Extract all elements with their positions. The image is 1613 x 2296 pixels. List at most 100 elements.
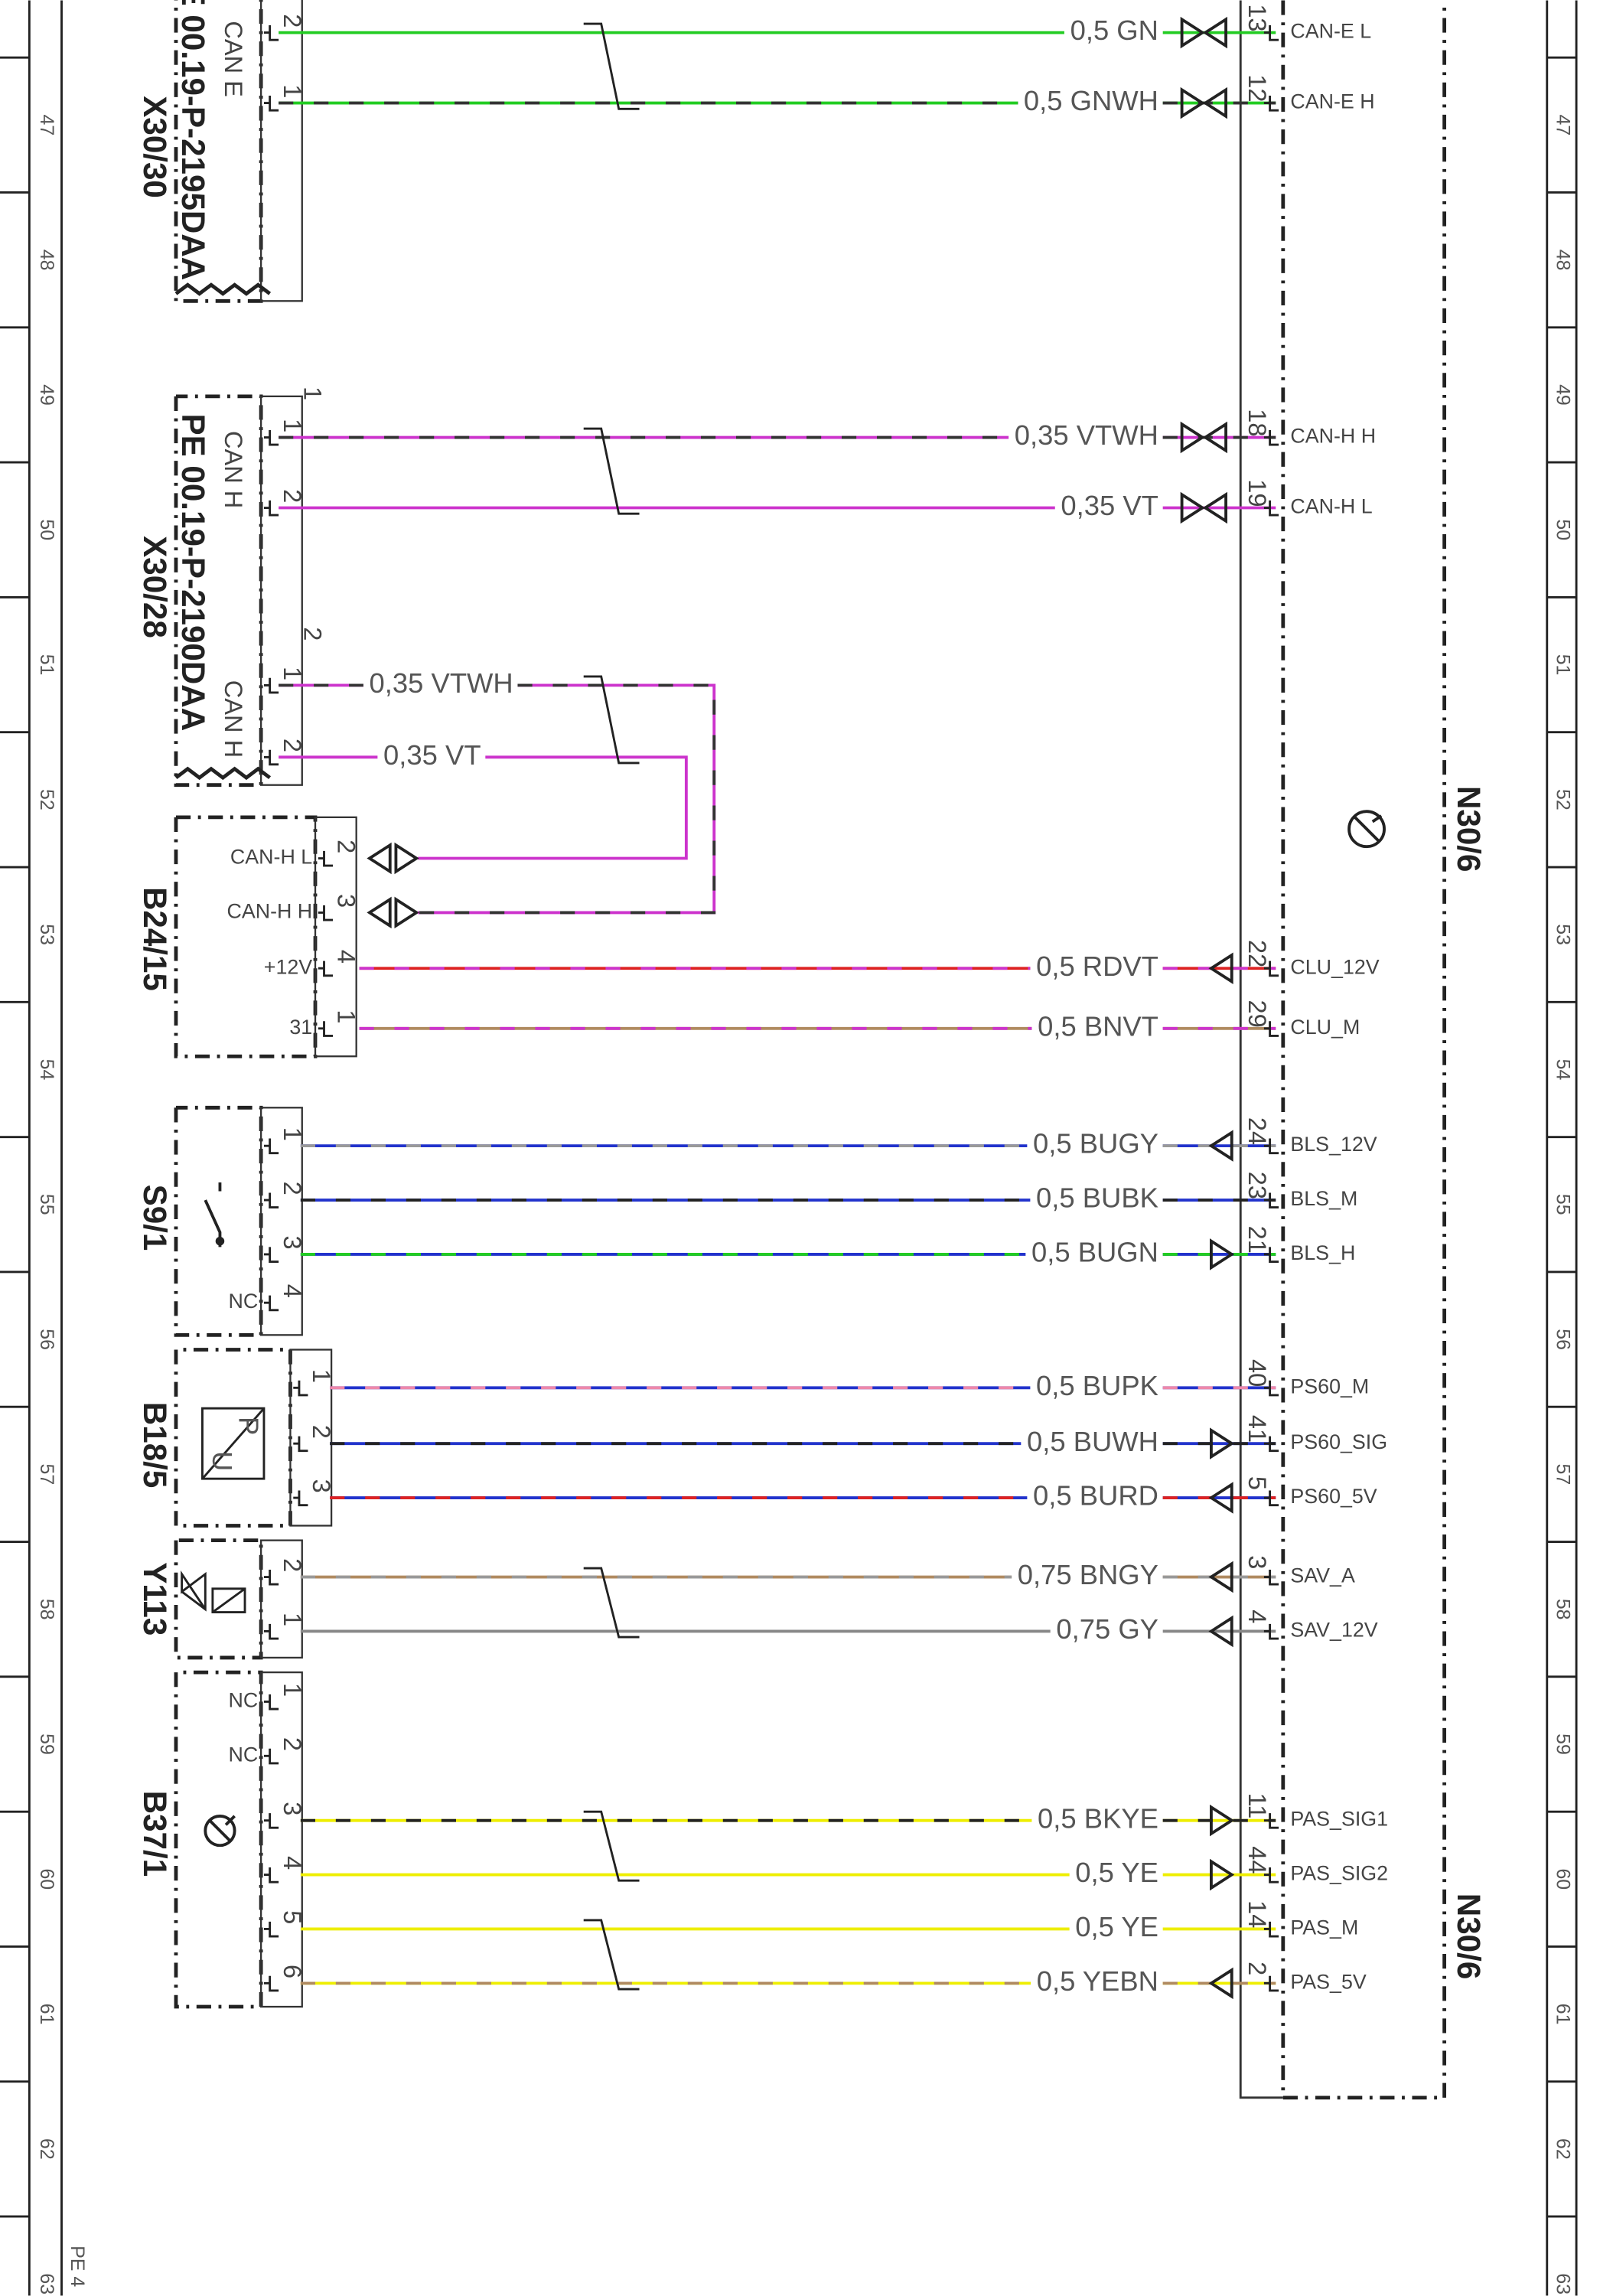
- pin-terminal: [1263, 429, 1279, 446]
- pin-terminal: [318, 960, 334, 977]
- signal-name: CAN-H H: [1290, 425, 1376, 448]
- grid-number: 61: [1552, 2004, 1573, 2025]
- wire-connector: [1208, 952, 1233, 985]
- pin-terminal: [1263, 500, 1279, 517]
- wire-label: 0,5 BKYE: [1038, 1802, 1158, 1834]
- pin-terminal: [1263, 1569, 1279, 1586]
- pin-number: 1: [333, 1009, 360, 1023]
- document-ref: E 00.19-P-2195DAA: [175, 0, 211, 280]
- grid-number: 56: [1552, 1329, 1573, 1350]
- wire-connector: [1202, 16, 1227, 49]
- index: 2: [299, 627, 327, 641]
- wire-label: 0,5 BURD: [1033, 1480, 1158, 1512]
- module-pin: 41: [1243, 1415, 1271, 1443]
- pin-terminal: [1263, 1623, 1279, 1640]
- module-pin: 13: [1243, 4, 1271, 31]
- signal-name: PS60_M: [1290, 1375, 1369, 1397]
- pin-number: 2: [279, 1737, 306, 1751]
- pin-number: 2: [308, 1425, 335, 1439]
- sensor-symbol: [201, 1407, 266, 1480]
- pin-terminal: [1263, 960, 1279, 977]
- wire-connector: [367, 842, 419, 875]
- twist-mark: [583, 675, 640, 765]
- valve-symbol: [181, 1570, 246, 1613]
- module-pin: 22: [1243, 940, 1271, 967]
- grid-number: 54: [1552, 1059, 1573, 1081]
- module-pin: 19: [1243, 479, 1271, 507]
- pin-strip: [259, 1539, 303, 1659]
- wire-connector: [1208, 1561, 1233, 1593]
- wire-label: 0,5 BUBK: [1036, 1182, 1158, 1214]
- module-pin: 44: [1243, 1846, 1271, 1874]
- module-pin: 23: [1243, 1172, 1271, 1199]
- pin-strip: [259, 1107, 303, 1336]
- pin-number: 2: [333, 840, 360, 853]
- wire-connector: [1180, 16, 1205, 49]
- twist-mark: [583, 22, 640, 110]
- pin-terminal: [1263, 1921, 1279, 1938]
- grid-number: 52: [36, 789, 57, 810]
- wire-label: 0,5 BUGN: [1031, 1237, 1158, 1268]
- component-name: B18/5: [137, 1402, 173, 1489]
- pin-number: 5: [279, 1910, 306, 1924]
- grid-number: 47: [1552, 114, 1573, 135]
- pin-name: NC: [229, 1743, 259, 1766]
- pin-terminal: [1263, 1021, 1279, 1037]
- signal-name: CLU_12V: [1290, 955, 1379, 978]
- grid-number: 54: [36, 1059, 57, 1081]
- pin-terminal: [263, 1623, 279, 1640]
- wire-connector: [1202, 86, 1227, 119]
- pin-terminal: [318, 850, 334, 867]
- grid-number: 52: [1552, 789, 1573, 810]
- pin-number: 1: [279, 1127, 306, 1141]
- grid-number: 62: [1552, 2138, 1573, 2160]
- pin-number: 4: [279, 1856, 306, 1870]
- pin-terminal: [263, 749, 279, 766]
- grid-number: 49: [36, 384, 57, 406]
- wire-connector: [1208, 1615, 1233, 1648]
- cut-mark: [174, 766, 272, 781]
- pin-number: 1: [279, 419, 306, 432]
- module-pin: 21: [1243, 1226, 1271, 1254]
- pin-terminal: [1263, 1975, 1279, 1992]
- wire-label: 0,35 VT: [1061, 490, 1158, 521]
- wire-label: 0,5 BNVT: [1038, 1010, 1158, 1042]
- wire-label: 0,5 YE: [1075, 1911, 1158, 1942]
- signal-name: PS60_5V: [1290, 1485, 1377, 1508]
- pin-terminal: [1263, 1247, 1279, 1263]
- grid-number: 47: [36, 114, 57, 135]
- pin-terminal: [263, 1975, 279, 1992]
- pin-terminal: [1263, 1436, 1279, 1453]
- pin-number: 2: [279, 1182, 306, 1195]
- twist-mark: [583, 427, 640, 515]
- signal-name: CAN-H L: [1290, 495, 1372, 518]
- signal-name: PS60_SIG: [1290, 1430, 1387, 1453]
- pin-strip: [259, 395, 303, 786]
- bus-name: CAN H: [220, 431, 247, 508]
- grid-number: 49: [1552, 384, 1573, 406]
- document-ref: PE 00.19-P-2190DAA: [175, 413, 211, 731]
- wire-label: 0,75 GY: [1056, 1613, 1158, 1645]
- sensor-label: U: [207, 1451, 238, 1471]
- module-pin: 40: [1243, 1359, 1271, 1387]
- wire-connector: [1210, 1858, 1235, 1891]
- component-name: X30/28: [137, 536, 173, 638]
- grid-number: 53: [1552, 924, 1573, 945]
- pin-terminal: [263, 429, 279, 446]
- wire-connector: [1208, 1130, 1233, 1162]
- sensor-symbol: [204, 1814, 236, 1848]
- pin-terminal: [318, 1021, 334, 1037]
- grid-number: 48: [1552, 249, 1573, 271]
- component-name: B37/1: [137, 1791, 173, 1877]
- pin-terminal: [1263, 1192, 1279, 1209]
- pin-strip: [289, 1349, 333, 1527]
- grid-number: 58: [1552, 1599, 1573, 1620]
- pin-name: +12V: [264, 955, 312, 978]
- wire-connector: [1202, 421, 1227, 454]
- wire-label: 0,5 YE: [1075, 1857, 1158, 1888]
- signal-name: PAS_SIG1: [1290, 1808, 1388, 1831]
- pin-terminal: [263, 1295, 279, 1312]
- pin-number: 1: [279, 1613, 306, 1626]
- pin-terminal: [263, 1192, 279, 1209]
